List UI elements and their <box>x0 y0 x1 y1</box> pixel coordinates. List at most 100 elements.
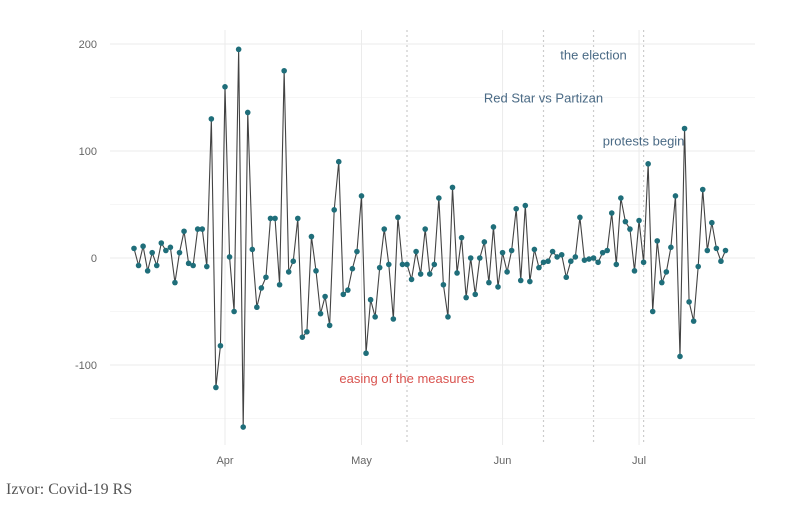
data-point <box>722 247 729 254</box>
data-point <box>563 274 570 281</box>
data-point <box>622 218 629 225</box>
data-point <box>545 258 551 265</box>
data-point <box>417 271 424 277</box>
y-tick-label: 100 <box>79 146 97 158</box>
data-point <box>681 125 688 132</box>
data-point <box>549 248 556 255</box>
data-point <box>463 294 469 301</box>
data-point <box>486 279 492 286</box>
data-point <box>153 262 160 269</box>
data-point <box>367 296 374 303</box>
data-point <box>517 277 524 284</box>
data-point <box>267 215 274 222</box>
data-point <box>272 215 278 222</box>
data-point <box>558 251 565 258</box>
data-point <box>640 259 647 266</box>
source-caption: Izvor: Covid-19 RS <box>6 481 133 498</box>
data-point <box>454 270 460 276</box>
data-point <box>244 109 251 116</box>
y-axis: 200 100 0 -100 <box>75 39 97 372</box>
y-tick-label: -100 <box>75 360 97 372</box>
data-point <box>226 254 233 260</box>
data-point <box>686 299 692 305</box>
series <box>131 46 729 430</box>
x-tick-label: Jul <box>632 455 646 467</box>
data-point <box>490 224 497 230</box>
data-point <box>540 259 547 266</box>
data-point <box>276 281 283 288</box>
data-point <box>258 285 265 291</box>
data-point <box>176 249 183 256</box>
annotation-label: easing of the measures <box>339 371 475 386</box>
data-point <box>390 316 397 322</box>
data-point <box>554 254 560 260</box>
data-point <box>285 269 292 275</box>
data-point <box>659 279 665 286</box>
annotation-label: the election <box>560 48 627 63</box>
data-point <box>386 261 392 268</box>
data-point <box>144 268 151 274</box>
data-point <box>695 263 701 270</box>
data-point <box>422 226 429 232</box>
data-point <box>663 269 670 275</box>
data-point <box>527 278 533 285</box>
data-point <box>363 350 369 357</box>
data-point <box>668 244 674 251</box>
data-point <box>404 261 410 268</box>
data-point <box>331 207 338 213</box>
data-point <box>208 116 215 122</box>
data-point <box>399 261 406 268</box>
data-point <box>649 308 656 315</box>
data-point <box>440 281 447 288</box>
data-point <box>249 246 256 253</box>
data-point <box>531 246 538 253</box>
data-point <box>586 256 592 262</box>
data-point <box>436 195 442 201</box>
data-point <box>713 245 720 252</box>
data-point <box>167 244 174 251</box>
data-point <box>449 184 456 191</box>
x-tick-label: May <box>351 455 372 467</box>
data-point <box>181 228 187 235</box>
data-point <box>536 264 542 271</box>
data-point <box>581 257 588 263</box>
data-point <box>699 186 706 193</box>
x-tick-label: Apr <box>216 455 233 467</box>
data-point <box>290 258 297 265</box>
data-point <box>358 193 365 199</box>
data-point <box>185 260 192 267</box>
y-tick-label: 0 <box>91 253 97 265</box>
data-point <box>158 240 165 246</box>
data-point <box>654 238 661 244</box>
data-point <box>295 215 301 222</box>
data-point <box>504 269 510 275</box>
data-point <box>608 210 615 216</box>
x-tick-label: Jun <box>494 455 512 467</box>
data-point <box>194 226 201 232</box>
data-point <box>163 247 169 254</box>
data-point <box>376 264 383 271</box>
data-point <box>281 67 287 74</box>
y-tick-label: 200 <box>79 39 97 51</box>
data-point <box>149 249 155 256</box>
data-point <box>231 308 237 315</box>
data-point <box>458 234 465 241</box>
data-point <box>604 247 610 254</box>
data-point <box>395 214 401 221</box>
data-point <box>472 291 479 298</box>
data-point <box>345 287 351 293</box>
data-point <box>595 259 601 266</box>
annotations: easing of the measures Red Star vs Partiz… <box>339 48 684 386</box>
data-point <box>140 243 146 250</box>
data-point <box>413 248 419 255</box>
data-point <box>627 226 633 232</box>
data-point <box>599 249 606 256</box>
data-point <box>213 384 219 391</box>
data-point <box>135 262 142 269</box>
data-point <box>335 158 342 165</box>
data-point <box>590 255 597 261</box>
data-point <box>217 342 224 349</box>
event-lines <box>406 30 645 445</box>
data-point <box>354 248 360 255</box>
data-point <box>690 318 697 324</box>
